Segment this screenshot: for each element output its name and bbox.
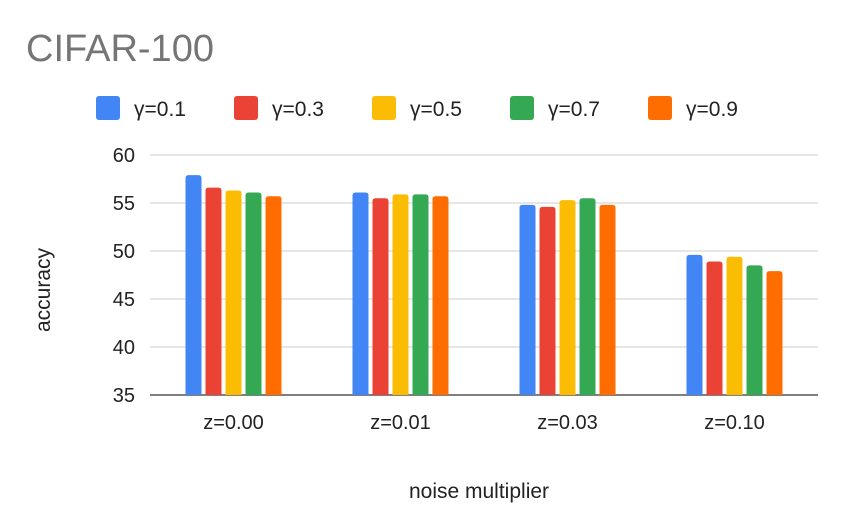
y-tick-label: 45 xyxy=(113,289,135,311)
x-tick-label: z=0.00 xyxy=(203,412,264,434)
bars xyxy=(185,175,783,395)
legend-swatch xyxy=(648,96,672,120)
bar xyxy=(205,187,222,395)
y-tick-label: 50 xyxy=(113,241,135,263)
y-tick-label: 55 xyxy=(113,193,135,215)
bar xyxy=(746,265,763,395)
legend-label: γ=0.9 xyxy=(686,98,738,121)
y-axis-ticks: 35 40 45 50 55 60 xyxy=(113,145,135,407)
bar xyxy=(579,198,596,395)
bar xyxy=(372,198,389,395)
bar xyxy=(726,256,743,395)
legend: γ=0.1 γ=0.3 γ=0.5 γ=0.7 γ=0.9 xyxy=(96,96,738,121)
y-tick-label: 60 xyxy=(113,145,135,167)
legend-swatch xyxy=(510,96,534,120)
y-tick-label: 40 xyxy=(113,337,135,359)
bar xyxy=(185,175,202,395)
bar xyxy=(352,192,369,395)
bar xyxy=(539,206,556,395)
legend-label: γ=0.1 xyxy=(134,98,186,121)
bar xyxy=(265,196,282,395)
legend-label: γ=0.7 xyxy=(548,98,600,121)
x-tick-label: z=0.10 xyxy=(704,412,765,434)
bar xyxy=(432,196,449,395)
bar xyxy=(599,204,616,395)
chart-title: CIFAR-100 xyxy=(26,28,214,70)
bar xyxy=(392,194,409,395)
x-tick-label: z=0.03 xyxy=(537,412,598,434)
legend-swatch xyxy=(96,96,120,120)
legend-swatch xyxy=(234,96,258,120)
x-axis-ticks: z=0.00 z=0.01 z=0.03 z=0.10 xyxy=(203,412,765,434)
bar xyxy=(559,200,576,395)
legend-label: γ=0.3 xyxy=(272,98,324,121)
bar xyxy=(706,261,723,395)
bar xyxy=(225,190,242,395)
x-tick-label: z=0.01 xyxy=(370,412,431,434)
x-axis-label: noise multiplier xyxy=(409,480,549,503)
legend-swatch xyxy=(372,96,396,120)
legend-label: γ=0.5 xyxy=(410,98,462,121)
bar xyxy=(412,194,429,395)
bar xyxy=(519,204,536,395)
y-tick-label: 35 xyxy=(113,385,135,407)
bar xyxy=(686,254,703,395)
bar xyxy=(245,192,262,395)
y-axis-label: accuracy xyxy=(32,247,55,332)
bar xyxy=(766,271,783,395)
